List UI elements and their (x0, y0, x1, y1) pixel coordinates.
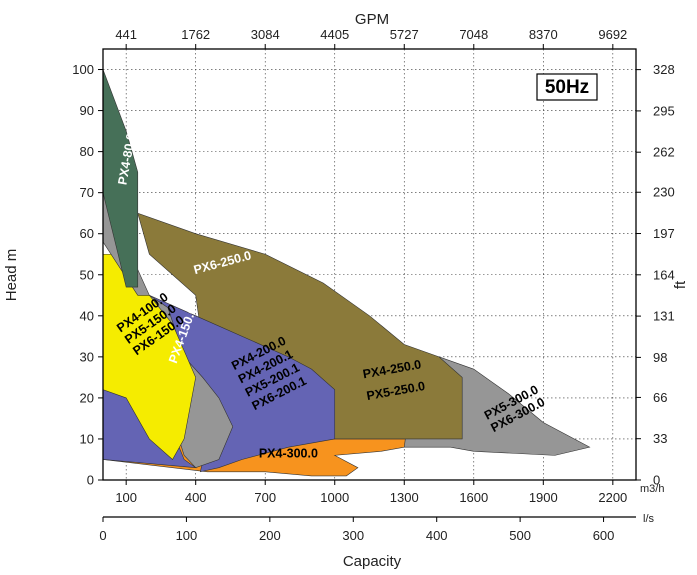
x2-tick-label: 8370 (529, 27, 558, 42)
x2-tick-label: 1762 (181, 27, 210, 42)
y-tick-label: 60 (80, 226, 94, 241)
x2-tick-label: 3084 (251, 27, 280, 42)
region-label: PX4-300.0 (259, 446, 318, 460)
x-tick-label: 1900 (529, 490, 558, 505)
y2-tick-label: 33 (653, 431, 667, 446)
x-tick-label: 100 (115, 490, 137, 505)
ls-tick-label: 100 (176, 528, 198, 543)
y-tick-label: 50 (80, 267, 94, 282)
m3h-unit-label: m3/h (640, 483, 664, 495)
y2-tick-label: 66 (653, 390, 667, 405)
x-tick-label: 1600 (459, 490, 488, 505)
y2-tick-label: 295 (653, 103, 675, 118)
y-tick-label: 10 (80, 431, 94, 446)
frequency-badge-text: 50Hz (545, 77, 589, 98)
ls-tick-label: 400 (426, 528, 448, 543)
y-tick-label: 40 (80, 308, 94, 323)
x2-tick-label: 4405 (320, 27, 349, 42)
y-tick-label: 0 (87, 473, 94, 488)
y2-tick-label: 328 (653, 62, 675, 77)
y2-tick-label: 0 (653, 473, 660, 488)
plot-border (102, 48, 637, 481)
ls-tick-label: 300 (342, 528, 364, 543)
ls-tick-label: 600 (593, 528, 615, 543)
frequency-badge: 50Hz (536, 73, 598, 101)
y2-tick-label: 230 (653, 185, 675, 200)
ls-tick-label: 500 (509, 528, 531, 543)
y2-tick-label: 197 (653, 226, 675, 241)
y-tick-label: 80 (80, 144, 94, 159)
x-tick-label: 700 (254, 490, 276, 505)
y2-tick-label: 131 (653, 309, 675, 324)
x-axis-title: Capacity (343, 553, 402, 570)
x2-tick-label: 9692 (598, 27, 627, 42)
performance-regions (102, 69, 591, 477)
y2-tick-label: 262 (653, 145, 675, 160)
x2-tick-label: 7048 (459, 27, 488, 42)
y-tick-label: 70 (80, 185, 94, 200)
y-axis-title: Head m (3, 249, 20, 302)
ls-unit-label: l/s (643, 513, 655, 525)
y-tick-label: 30 (80, 349, 94, 364)
plot-frame (102, 48, 637, 481)
x2-tick-label: 441 (115, 27, 137, 42)
x-tick-label: 2200 (598, 490, 627, 505)
y2-tick-label: 98 (653, 350, 667, 365)
x-tick-label: 1000 (320, 490, 349, 505)
x-tick-label: 400 (185, 490, 207, 505)
x2-axis-title: GPM (355, 11, 389, 28)
y-tick-label: 90 (80, 103, 94, 118)
y2-axis-title: ft (672, 280, 689, 289)
ls-tick-label: 0 (99, 528, 106, 543)
region-label-line: PX4-300.0 (259, 446, 318, 460)
y-tick-label: 20 (80, 390, 94, 405)
y-tick-label: 100 (72, 62, 94, 77)
ls-tick-label: 200 (259, 528, 281, 543)
x2-tick-label: 5727 (390, 27, 419, 42)
x-tick-label: 1300 (390, 490, 419, 505)
y2-tick-label: 164 (653, 267, 675, 282)
